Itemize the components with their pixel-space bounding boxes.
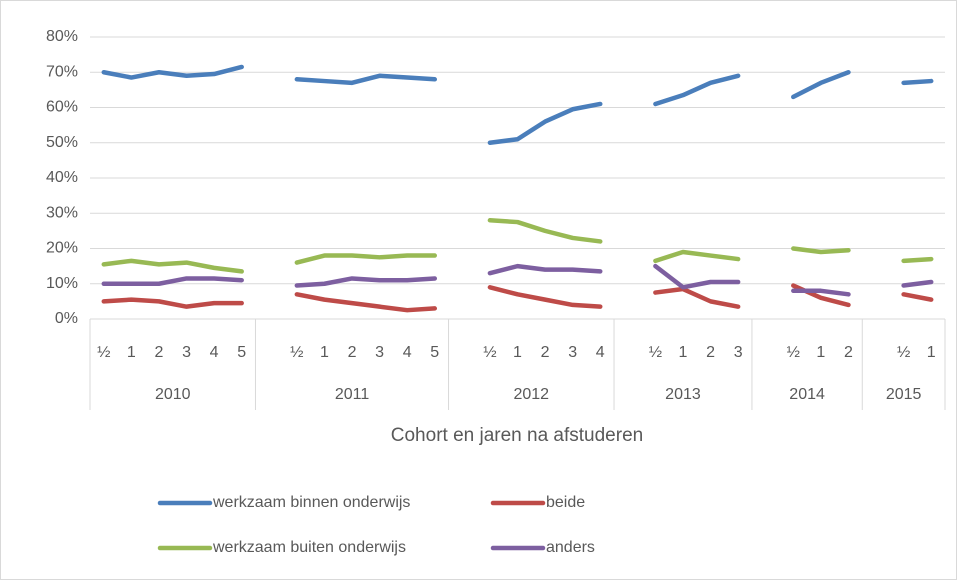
x-tick-label: ½: [649, 344, 662, 361]
x-tick-label: 1: [320, 344, 329, 361]
x-tick-label: 3: [182, 344, 191, 361]
series-line: [101, 283, 934, 313]
x-tick-label: 1: [927, 344, 936, 361]
x-tick-label: ½: [897, 344, 910, 361]
x-tick-label: 2: [706, 344, 715, 361]
x-tick-label: ½: [290, 344, 303, 361]
x-tick-label: 2: [541, 344, 550, 361]
x-tick-label: 4: [403, 344, 412, 361]
y-tick-label: 0%: [55, 310, 78, 327]
x-tick-label: 1: [513, 344, 522, 361]
x-tick-label: 5: [237, 344, 246, 361]
group-label: 2015: [886, 386, 922, 403]
x-axis-title: Cohort en jaren na afstuderen: [391, 425, 643, 446]
x-tick-label: ½: [787, 344, 800, 361]
series-line: [101, 263, 934, 297]
x-tick-label: 1: [816, 344, 825, 361]
x-tick-label: 3: [568, 344, 577, 361]
group-label: 2013: [665, 386, 701, 403]
y-tick-label: 60%: [46, 99, 78, 116]
x-tick-label: 4: [210, 344, 219, 361]
y-tick-label: 10%: [46, 275, 78, 292]
x-tick-label: 2: [348, 344, 357, 361]
legend-label: werkzaam buiten onderwijs: [212, 539, 406, 556]
series-line: [101, 64, 934, 145]
y-tick-label: 20%: [46, 240, 78, 257]
group-label: 2012: [513, 386, 549, 403]
y-tick-label: 70%: [46, 63, 78, 80]
series-line: [101, 218, 934, 274]
y-tick-label: 50%: [46, 134, 78, 151]
y-tick-label: 30%: [46, 204, 78, 221]
x-tick-label: ½: [483, 344, 496, 361]
legend-label: beide: [546, 494, 585, 511]
x-tick-label: 1: [679, 344, 688, 361]
group-label: 2010: [155, 386, 191, 403]
y-tick-label: 80%: [46, 28, 78, 45]
x-tick-label: 3: [734, 344, 743, 361]
x-tick-label: 3: [375, 344, 384, 361]
x-tick-label: 5: [430, 344, 439, 361]
legend-label: werkzaam binnen onderwijs: [212, 494, 410, 511]
x-tick-label: ½: [97, 344, 110, 361]
x-tick-label: 1: [127, 344, 136, 361]
group-label: 2011: [335, 386, 370, 403]
y-tick-label: 40%: [46, 169, 78, 186]
x-tick-label: 2: [154, 344, 163, 361]
legend-label: anders: [546, 539, 595, 556]
x-tick-label: 4: [596, 344, 605, 361]
group-label: 2014: [789, 386, 825, 403]
x-tick-label: 2: [844, 344, 853, 361]
